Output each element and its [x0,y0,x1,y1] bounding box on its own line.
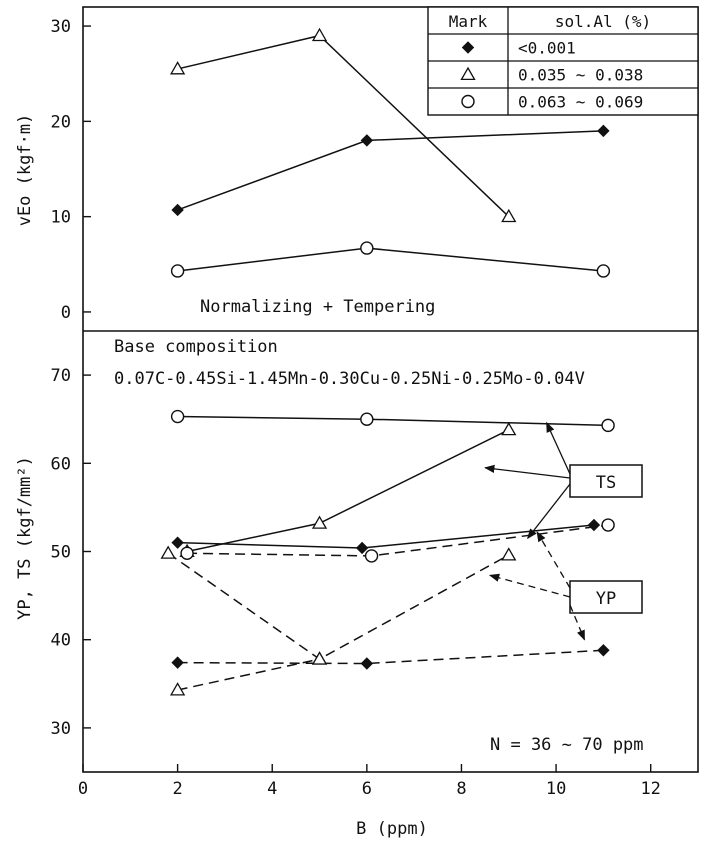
legend-label-diamond: <0.001 [518,39,576,58]
yp-label-box [569,580,643,614]
bottom-series-0-point-0 [170,409,185,424]
bottom-series-1-line [186,429,510,553]
x-tick-label: 6 [362,779,372,799]
ts-arrow-diamond-series [527,483,571,540]
top-series-1-point-1 [311,27,328,42]
legend-header-mark: Mark [449,12,488,31]
top-y-tick-label: 10 [51,208,71,228]
top-series-0-point-2 [597,124,610,138]
callouts: TS YP [484,421,643,641]
top-series-2-line [177,247,604,272]
x-axis: 0 2 4 6 8 10 12 [78,764,661,799]
plot-border [82,6,699,773]
bottom-series-0-point-1 [360,412,374,426]
legend-label-triangle: 0.035 ~ 0.038 [518,66,643,85]
bottom-y-tick-label: 60 [51,454,71,474]
bottom-series-2-point-0 [171,536,184,549]
legend-marker-triangle [460,66,476,81]
base-composition-title: Base composition [114,337,278,357]
bottom-series-1-point-2 [501,421,517,436]
nitrogen-note: N = 36 ~ 70 ppm [490,735,644,755]
base-composition-formula: 0.07C-0.45Si-1.45Mn-0.30Cu-0.25Ni-0.25Mo… [114,369,585,389]
bottom-series-5-point-1 [360,657,374,670]
bottom-series-1-point-1 [311,515,328,529]
yp-arrow-diamond-series [569,604,586,641]
bottom-series-5-point-2 [597,644,610,657]
legend-header-sol-al: sol.Al (%) [555,12,651,31]
bottom-series-4-point-2 [501,547,517,561]
legend-marker-diamond [461,41,475,54]
legend-label-circle: 0.063 ~ 0.069 [518,93,643,112]
top-series-1-point-0 [169,61,186,75]
legend-marker-circle [461,94,475,109]
x-tick-label: 12 [640,779,660,799]
ts-label: TS [596,473,616,493]
bottom-series-4-point-0 [160,545,176,559]
bottom-series-4-line [167,552,510,660]
bottom-series-3-point-0 [180,546,194,560]
top-y-axis: 0 10 20 30 [51,17,91,323]
bottom-y-axis-title: YP, TS (kgf/mm²) [15,456,35,620]
yp-arrow-triangle-series [488,573,571,598]
x-tick-label: 8 [456,779,466,799]
bottom-series-3-point-2 [601,518,615,532]
series-layer [160,27,615,696]
top-series-2-point-0 [170,264,185,278]
top-y-axis-title: vEo (kgf·m) [15,114,35,227]
x-tick-label: 4 [267,779,277,799]
ts-label-box [569,464,643,498]
top-series-0-point-0 [171,203,184,217]
bottom-series-2-line [177,524,594,549]
bottom-y-tick-label: 70 [51,366,71,386]
top-y-tick-label: 30 [51,17,71,37]
top-y-tick-label: 20 [51,112,71,132]
bottom-series-2-point-2 [587,518,601,532]
bottom-y-tick-label: 50 [51,543,71,563]
legend: Mark sol.Al (%) <0.001 0.035 ~ 0.038 0.063 ~… [427,6,699,116]
x-axis-title: B (ppm) [356,819,428,839]
top-series-0-point-1 [360,134,374,147]
top-series-0-line [177,130,604,211]
ts-arrow-circle-series [546,421,571,475]
x-tick-label: 0 [78,779,88,799]
ts-arrow-triangle-series [484,464,571,479]
bottom-y-tick-label: 30 [51,719,71,739]
x-tick-label: 2 [172,779,182,799]
bottom-series-3-point-1 [364,549,379,563]
yp-arrow-circle-series [536,531,571,589]
yp-label: YP [596,589,616,609]
bottom-series-6-line [177,658,320,691]
bottom-series-6-point-0 [169,682,186,696]
plot-frame [82,6,699,773]
bottom-series-5-line [177,649,604,665]
top-series-2-point-1 [360,241,374,255]
top-y-tick-label: 0 [61,303,71,323]
top-series-1-point-2 [501,208,517,223]
bottom-series-0-line [177,415,609,427]
bottom-series-2-point-1 [355,541,369,555]
x-tick-label: 10 [546,779,566,799]
bottom-y-axis: 30 40 50 60 70 [51,366,91,739]
bottom-y-tick-label: 40 [51,631,71,651]
bottom-series-6-point-1 [311,651,328,665]
bottom-series-0-point-2 [601,418,615,433]
normalizing-note: Normalizing + Tempering [200,297,435,317]
top-series-2-point-2 [596,264,611,278]
bottom-series-5-point-0 [171,656,184,669]
